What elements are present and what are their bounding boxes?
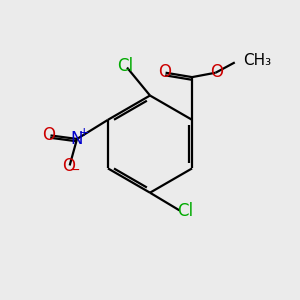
- Text: O: O: [158, 63, 172, 81]
- Text: O: O: [63, 157, 76, 175]
- Text: N: N: [71, 130, 83, 148]
- Text: CH₃: CH₃: [243, 53, 271, 68]
- Text: +: +: [78, 126, 89, 139]
- Text: Cl: Cl: [177, 202, 193, 220]
- Text: O: O: [210, 63, 223, 81]
- Text: Cl: Cl: [118, 57, 134, 75]
- Text: −: −: [70, 164, 80, 177]
- Text: O: O: [43, 126, 56, 144]
